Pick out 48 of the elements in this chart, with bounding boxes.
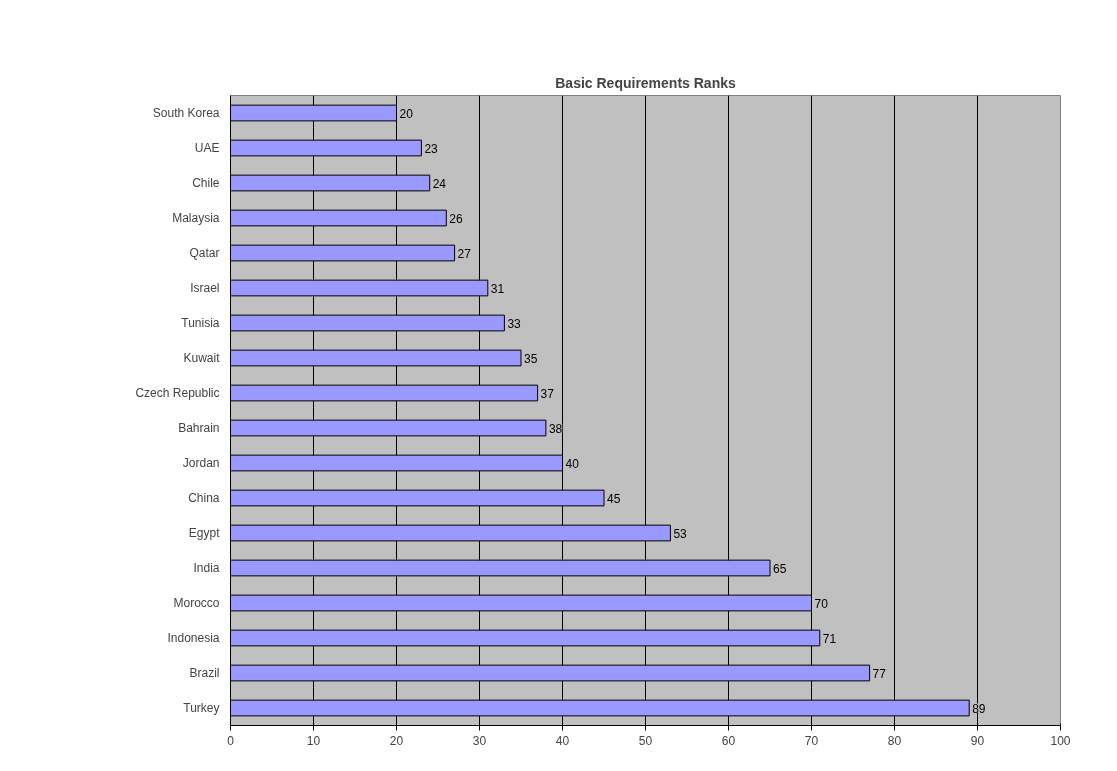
y-tick-label: South Korea (152, 106, 220, 120)
data-label: 23 (424, 141, 439, 156)
data-label: 71 (822, 631, 837, 646)
data-label: 24 (432, 176, 447, 191)
y-tick-label: UAE (194, 141, 220, 155)
y-tick-label: Kuwait (183, 351, 221, 365)
data-label: 38 (548, 421, 563, 436)
y-tick-label: Egypt (188, 526, 221, 540)
y-tick-label: Morocco (173, 596, 220, 610)
x-tick-label: 80 (887, 733, 902, 748)
data-label: 89 (972, 701, 986, 716)
x-tick-label: 100 (1050, 733, 1071, 748)
y-tick-label: Bahrain (178, 421, 220, 435)
y-tick-label: Brazil (189, 666, 220, 680)
y-tick-label: Israel (190, 281, 220, 295)
y-tick-label: Malaysia (172, 211, 220, 225)
data-label: 35 (524, 351, 538, 366)
x-tick-label: 10 (306, 733, 321, 748)
y-tick-label: Qatar (189, 246, 220, 260)
data-label: 70 (814, 596, 829, 611)
y-tick-label: India (193, 561, 220, 575)
data-label: 20 (399, 106, 414, 121)
x-tick-label: 40 (555, 733, 570, 748)
data-label: 77 (872, 666, 887, 681)
y-tick-label: Turkey (183, 701, 220, 715)
x-tick-label: 50 (638, 733, 653, 748)
y-tick-label: Indonesia (167, 631, 220, 645)
y-tick-label: Chile (192, 176, 220, 190)
data-label: 27 (457, 246, 472, 261)
data-label: 26 (449, 211, 463, 226)
y-tick-label: Tunisia (181, 316, 220, 330)
y-tick-label: Czech Republic (135, 386, 220, 400)
x-tick-label: 20 (389, 733, 404, 748)
data-label: 33 (507, 316, 522, 331)
y-tick-label: Jordan (182, 456, 220, 470)
data-label: 40 (565, 456, 580, 471)
x-tick-label: 70 (804, 733, 819, 748)
x-tick-label: 0 (227, 733, 235, 748)
y-tick-label: China (188, 491, 220, 505)
chart-title: Basic Requirements Ranks (555, 74, 736, 91)
x-tick-label: 60 (721, 733, 736, 748)
data-label: 31 (490, 281, 505, 296)
data-label: 53 (673, 526, 688, 541)
x-tick-label: 30 (472, 733, 487, 748)
x-tick-label: 90 (970, 733, 985, 748)
data-label: 45 (607, 491, 621, 506)
data-label: 65 (773, 561, 787, 576)
data-label: 37 (540, 386, 555, 401)
